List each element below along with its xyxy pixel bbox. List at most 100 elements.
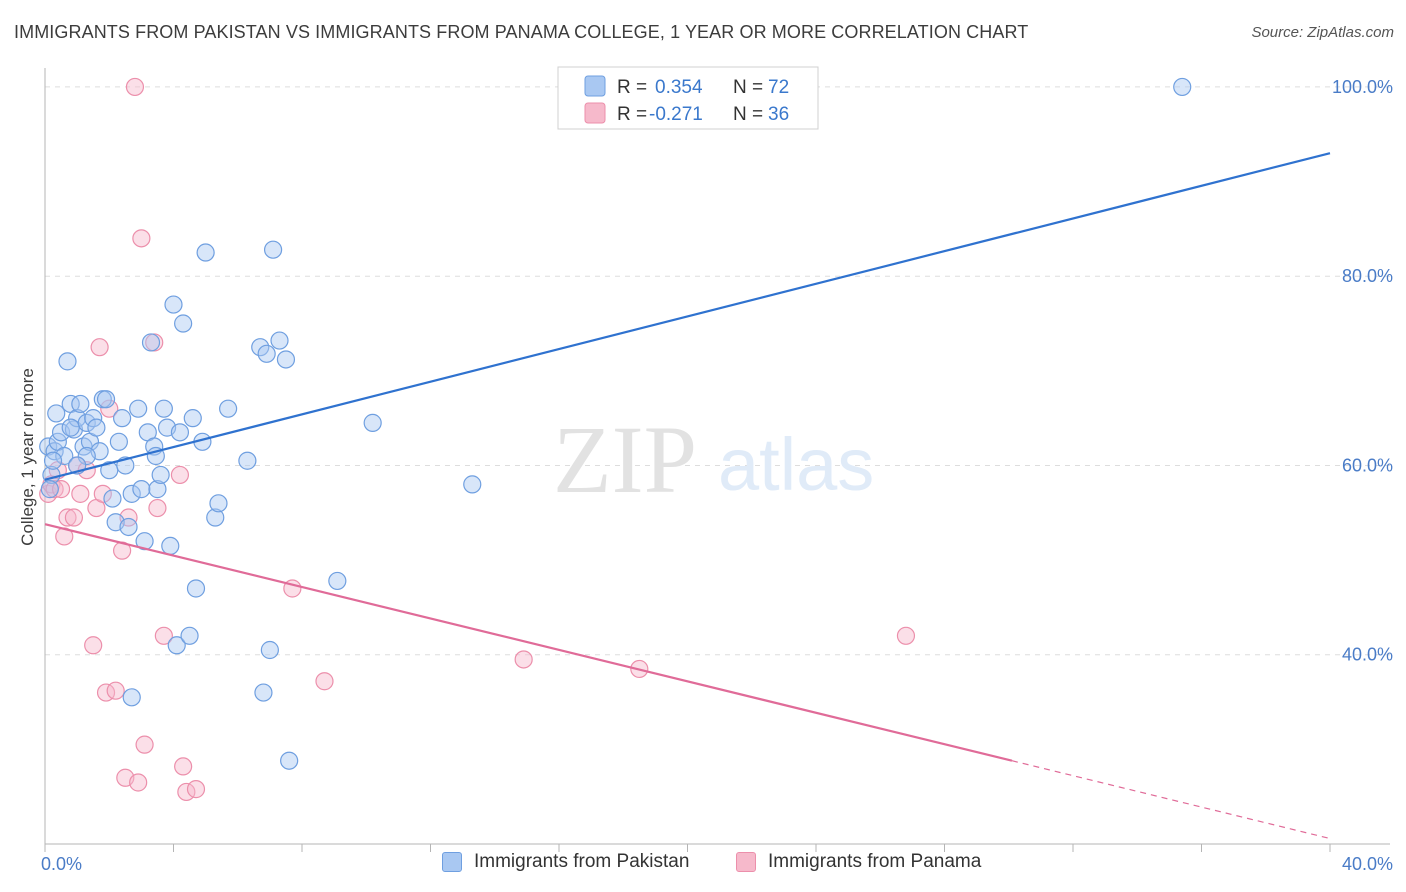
panama-point-22[interactable] bbox=[129, 773, 148, 792]
pakistan-point-50[interactable] bbox=[209, 494, 228, 513]
pakistan-point-35[interactable] bbox=[148, 480, 167, 499]
pakistan-point-39[interactable] bbox=[161, 536, 180, 556]
pakistan-point-36[interactable] bbox=[151, 465, 170, 485]
panama-point-16[interactable] bbox=[100, 399, 119, 418]
pakistan-point-32[interactable] bbox=[141, 333, 161, 352]
y-axis-label: College, 1 year or more bbox=[18, 368, 37, 546]
x-tick-labels: 0.0% 40.0% bbox=[41, 854, 1393, 874]
watermark: ZIP atlas bbox=[553, 406, 874, 513]
grid bbox=[45, 86, 1390, 656]
pakistan-point-56[interactable] bbox=[263, 240, 283, 259]
legend-label-pakistan: Immigrants from Pakistan bbox=[474, 851, 690, 872]
panama-point-13[interactable] bbox=[90, 338, 109, 357]
pakistan-point-30[interactable] bbox=[135, 532, 154, 551]
pakistan-point-44[interactable] bbox=[180, 626, 199, 645]
pakistan-point-45[interactable] bbox=[183, 409, 202, 428]
pakistan-point-62[interactable] bbox=[463, 475, 482, 494]
pakistan-point-46[interactable] bbox=[186, 579, 206, 598]
legend-n-value-1: 72 bbox=[768, 77, 789, 98]
panama-point-28[interactable] bbox=[170, 465, 190, 485]
panama-point-14[interactable] bbox=[93, 484, 112, 503]
pakistan-point-57[interactable] bbox=[270, 331, 289, 350]
y-tick-labels: 40.0% 60.0% 80.0% 100.0% bbox=[1332, 77, 1393, 665]
pakistan-point-55[interactable] bbox=[260, 640, 279, 660]
pakistan-point-27[interactable] bbox=[122, 484, 141, 503]
pakistan-point-61[interactable] bbox=[363, 413, 382, 432]
x-tick-label-0: 0.0% bbox=[41, 854, 82, 874]
pakistan-point-60[interactable] bbox=[328, 571, 347, 591]
legend-item-pakistan[interactable]: Immigrants from Pakistan bbox=[442, 851, 689, 873]
pakistan-point-24[interactable] bbox=[112, 409, 132, 428]
panama-point-7[interactable] bbox=[64, 508, 84, 527]
pakistan-point-66[interactable] bbox=[122, 688, 141, 707]
legend-item-panama[interactable]: Immigrants from Panama bbox=[736, 851, 981, 873]
pakistan-point-40[interactable] bbox=[164, 295, 183, 314]
pakistan-point-59[interactable] bbox=[280, 751, 299, 770]
pakistan-point-43[interactable] bbox=[174, 314, 193, 333]
pakistan-point-26[interactable] bbox=[119, 517, 138, 537]
pakistan-point-53[interactable] bbox=[251, 338, 270, 357]
pakistan-point-48[interactable] bbox=[196, 243, 215, 262]
trend-line-pakistan bbox=[44, 152, 1331, 481]
watermark-zip: ZIP bbox=[553, 406, 697, 513]
legend-n-label-2: N = bbox=[733, 104, 763, 125]
pakistan-point-49[interactable] bbox=[206, 508, 225, 527]
pakistan-point-21[interactable] bbox=[103, 489, 122, 508]
panama-point-17[interactable] bbox=[106, 681, 125, 700]
panama-point-34[interactable] bbox=[514, 650, 533, 669]
panama-point-6[interactable] bbox=[58, 508, 77, 527]
y-tick-label-2: 80.0% bbox=[1342, 266, 1393, 286]
pakistan-point-37[interactable] bbox=[154, 399, 173, 418]
pakistan-point-2[interactable] bbox=[45, 442, 64, 461]
panama-point-9[interactable] bbox=[71, 484, 90, 503]
pakistan-point-16[interactable] bbox=[87, 418, 106, 437]
pakistan-point-54[interactable] bbox=[257, 344, 276, 363]
legend-r-value-1: 0.354 bbox=[655, 77, 703, 98]
pakistan-point-15[interactable] bbox=[84, 409, 103, 428]
pakistan-point-64[interactable] bbox=[1173, 77, 1192, 97]
pakistan-point-69[interactable] bbox=[40, 480, 59, 499]
pakistan-point-11[interactable] bbox=[71, 394, 90, 414]
pakistan-point-52[interactable] bbox=[238, 451, 257, 470]
pakistan-point-67[interactable] bbox=[77, 446, 96, 466]
points-pakistan bbox=[39, 77, 1192, 770]
panama-point-26[interactable] bbox=[148, 498, 167, 518]
legend-swatch-panama bbox=[584, 102, 606, 124]
x-tick-label-1: 40.0% bbox=[1342, 854, 1393, 874]
panama-point-21[interactable] bbox=[125, 77, 145, 97]
pakistan-point-19[interactable] bbox=[96, 390, 116, 409]
panama-point-33[interactable] bbox=[315, 672, 334, 691]
pakistan-point-28[interactable] bbox=[129, 399, 148, 418]
pakistan-point-41[interactable] bbox=[167, 636, 186, 655]
pakistan-point-6[interactable] bbox=[55, 446, 74, 466]
pakistan-point-3[interactable] bbox=[47, 404, 66, 423]
panama-point-31[interactable] bbox=[186, 780, 206, 799]
pakistan-point-23[interactable] bbox=[109, 432, 128, 451]
panama-point-24[interactable] bbox=[135, 735, 154, 754]
panama-point-11[interactable] bbox=[84, 636, 103, 655]
pakistan-point-68[interactable] bbox=[61, 418, 80, 437]
y-tick-label-0: 40.0% bbox=[1342, 645, 1393, 665]
pakistan-point-42[interactable] bbox=[170, 423, 190, 442]
legend-swatch-pakistan-bottom bbox=[442, 852, 462, 872]
points-panama bbox=[39, 77, 916, 802]
panama-point-23[interactable] bbox=[132, 229, 151, 248]
legend-swatch-pakistan bbox=[584, 75, 606, 97]
panama-point-2[interactable] bbox=[45, 480, 64, 499]
panama-point-29[interactable] bbox=[174, 757, 193, 776]
legend-n-label-1: N = bbox=[733, 77, 763, 98]
pakistan-point-10[interactable] bbox=[68, 409, 87, 428]
pakistan-point-29[interactable] bbox=[132, 480, 151, 499]
pakistan-point-51[interactable] bbox=[219, 399, 238, 418]
source-label: Source: ZipAtlas.com bbox=[1251, 24, 1394, 41]
pakistan-point-7[interactable] bbox=[58, 352, 77, 371]
y-tick-label-3: 100.0% bbox=[1332, 77, 1393, 97]
pakistan-point-58[interactable] bbox=[276, 350, 296, 369]
y-tick-label-1: 60.0% bbox=[1342, 455, 1393, 475]
chart-title: IMMIGRANTS FROM PAKISTAN VS IMMIGRANTS F… bbox=[14, 22, 1029, 42]
pakistan-point-70[interactable] bbox=[43, 451, 63, 470]
panama-point-36[interactable] bbox=[896, 626, 916, 645]
pakistan-point-65[interactable] bbox=[254, 683, 273, 702]
panama-point-27[interactable] bbox=[154, 626, 173, 645]
